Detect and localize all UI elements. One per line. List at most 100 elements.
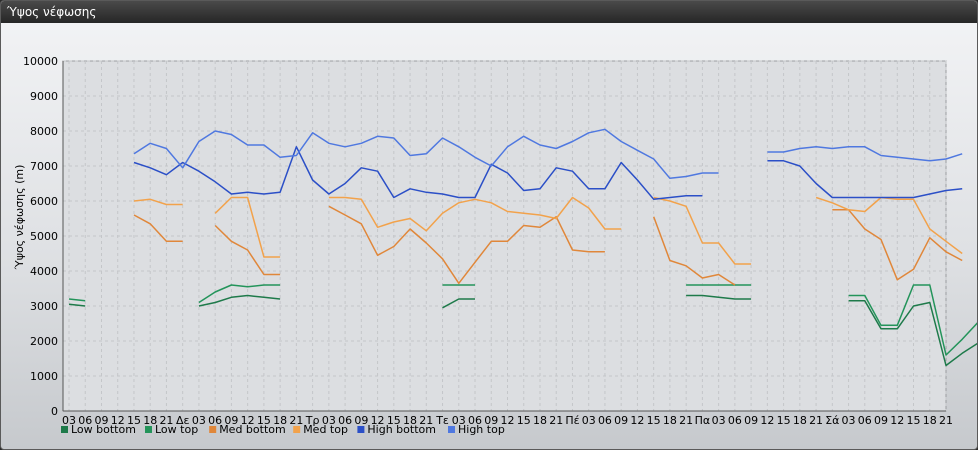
x-tick-label: 15 xyxy=(257,414,271,427)
y-tick-label: 6000 xyxy=(30,195,58,208)
series-line-med-top xyxy=(133,198,183,206)
x-tick-label: 12 xyxy=(630,414,644,427)
x-tick-label: 06 xyxy=(728,414,742,427)
cloud-height-chart: Ύψος νέφωσης (m) 0 1000 2000 3000 4000 5000 60… xyxy=(13,55,977,436)
x-tick-label: 18 xyxy=(533,414,547,427)
series-line-low-top xyxy=(68,298,86,302)
series-line-med-bottom xyxy=(328,205,605,285)
x-tick-label: 21 xyxy=(419,414,433,427)
x-tick-label: 21 xyxy=(809,414,823,427)
y-tick-label: 1000 xyxy=(30,370,58,383)
legend-swatch-low-top xyxy=(145,426,152,433)
x-tick-label: 21 xyxy=(159,414,173,427)
x-tick-label: 06 xyxy=(858,414,872,427)
x-tick-label: 09 xyxy=(354,414,368,427)
legend-label-high-top: High top xyxy=(458,423,505,436)
series-line-med-bottom xyxy=(214,224,281,276)
legend-swatch-med-top xyxy=(293,426,301,433)
y-axis-label: Ύψος νέφωσης (m) xyxy=(13,165,26,271)
x-tick-label: 18 xyxy=(663,414,677,427)
series-line-low-bottom xyxy=(198,294,281,307)
series-line-med-top xyxy=(815,196,963,255)
window-title: Ύψος νέφωσης xyxy=(7,5,97,19)
x-tick-label: 12 xyxy=(371,414,385,427)
x-tick-label: 12 xyxy=(241,414,255,427)
x-tick-label: 03 xyxy=(712,414,726,427)
series-line-med-bottom xyxy=(832,209,963,281)
series-line-low-top xyxy=(198,284,281,304)
x-tick-label: 03 xyxy=(842,414,856,427)
legend-label-low-bottom: Low bottom xyxy=(71,423,136,436)
y-tick-label: 10000 xyxy=(23,55,58,68)
x-tick-label: Πέ xyxy=(565,414,579,427)
series-line-low-bottom xyxy=(848,300,977,367)
x-tick-label: 06 xyxy=(338,414,352,427)
legend-swatch-high-bottom xyxy=(357,426,365,433)
series-line-low-top xyxy=(848,284,977,356)
series-line-low-bottom xyxy=(686,294,752,300)
x-tick-label: Σά xyxy=(825,414,839,427)
legend-swatch-high-top xyxy=(448,426,455,433)
x-tick-label: 03 xyxy=(452,414,466,427)
plot-area xyxy=(62,60,947,412)
x-tick-label: 21 xyxy=(939,414,953,427)
y-tick-label: 9000 xyxy=(30,90,58,103)
x-tick-label: 06 xyxy=(208,414,222,427)
x-tick-label: Πα xyxy=(695,414,711,427)
x-tick-label: 06 xyxy=(78,414,92,427)
legend-label-low-top: Low top xyxy=(155,423,198,436)
x-tick-label: 09 xyxy=(874,414,888,427)
x-tick-label: 15 xyxy=(127,414,141,427)
x-tick-label: Τε xyxy=(435,414,449,427)
x-tick-label: 15 xyxy=(907,414,921,427)
x-tick-label: 12 xyxy=(501,414,515,427)
series-line-med-bottom xyxy=(133,214,183,243)
y-tick-label: 7000 xyxy=(30,160,58,173)
x-tick-label: Δε xyxy=(176,414,190,427)
x-tick-label: 03 xyxy=(322,414,336,427)
x-tick-label: 12 xyxy=(890,414,904,427)
x-tick-label: 03 xyxy=(62,414,76,427)
x-tick-label: 18 xyxy=(273,414,287,427)
y-tick-label: 3000 xyxy=(30,300,58,313)
x-tick-label: 06 xyxy=(468,414,482,427)
legend-label-med-top: Med top xyxy=(303,423,348,436)
x-tick-label: 18 xyxy=(403,414,417,427)
x-tick-label: 03 xyxy=(582,414,596,427)
series-line-high-top xyxy=(767,146,963,162)
legend-swatch-med-bottom xyxy=(209,426,217,433)
x-tick-label: 06 xyxy=(598,414,612,427)
x-tick-label: 03 xyxy=(192,414,206,427)
series-line-med-top xyxy=(328,196,622,232)
series-line-med-bottom xyxy=(652,216,736,286)
y-tick-label: 0 xyxy=(51,405,58,418)
x-tick-label: Τρ xyxy=(305,414,320,427)
y-tick-label: 5000 xyxy=(30,230,58,243)
x-tick-label: 12 xyxy=(760,414,774,427)
x-tick-label: 21 xyxy=(549,414,563,427)
legend-label-med-bottom: Med bottom xyxy=(219,423,286,436)
x-tick-label: 15 xyxy=(777,414,791,427)
x-tick-label: 09 xyxy=(94,414,108,427)
x-tick-label: 15 xyxy=(517,414,531,427)
x-tick-label: 09 xyxy=(484,414,498,427)
series-line-low-bottom xyxy=(68,303,86,307)
series-line-med-top xyxy=(653,196,752,265)
x-tick-label: 21 xyxy=(289,414,303,427)
x-tick-label: 15 xyxy=(647,414,661,427)
x-tick-label: 18 xyxy=(143,414,157,427)
series-line-med-top xyxy=(214,196,281,258)
x-tick-label: 12 xyxy=(111,414,125,427)
x-tick-label: 15 xyxy=(387,414,401,427)
series-line-high-bottom xyxy=(767,160,963,199)
series-line-high-bottom xyxy=(133,146,703,201)
y-tick-label: 2000 xyxy=(30,335,58,348)
x-tick-label: 18 xyxy=(793,414,807,427)
series-line-low-bottom xyxy=(442,298,475,309)
x-tick-label: 09 xyxy=(744,414,758,427)
x-tick-label: 21 xyxy=(679,414,693,427)
legend-swatch-low-bottom xyxy=(61,426,68,433)
legend-label-high-bottom: High bottom xyxy=(367,423,436,436)
x-tick-label: 09 xyxy=(224,414,238,427)
